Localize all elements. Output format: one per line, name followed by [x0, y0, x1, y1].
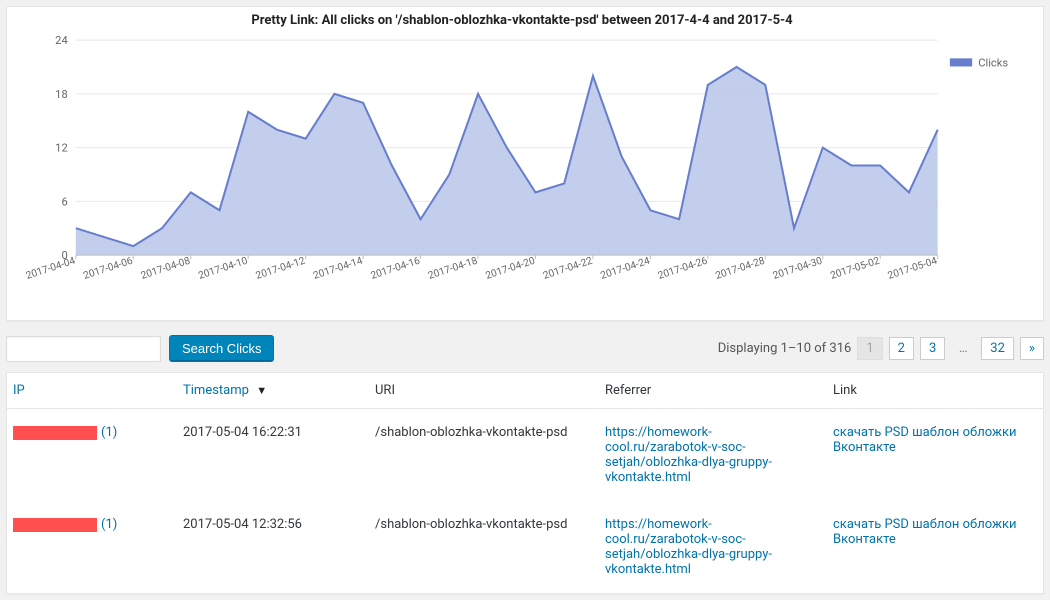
col-header-uri: URI	[369, 373, 599, 409]
cell-referrer: https://homework-cool.ru/zarabotok-v-soc…	[599, 409, 827, 502]
svg-text:2017-04-20: 2017-04-20	[484, 255, 536, 281]
ip-count-link[interactable]: (1)	[101, 425, 117, 440]
referrer-link[interactable]: https://homework-cool.ru/zarabotok-v-soc…	[605, 425, 772, 485]
svg-text:2017-05-02: 2017-05-02	[829, 255, 881, 281]
cell-link: скачать PSD шаблон обложки Вконтакте	[827, 501, 1043, 593]
chart-area: 061218242017-04-042017-04-062017-04-0820…	[15, 32, 1029, 312]
cell-referrer: https://homework-cool.ru/zarabotok-v-soc…	[599, 501, 827, 593]
cell-uri: /shablon-oblozhka-vkontakte-psd	[369, 501, 599, 593]
col-header-timestamp[interactable]: Timestamp ▼	[177, 373, 369, 409]
svg-text:2017-04-08: 2017-04-08	[140, 255, 192, 281]
ip-count-link[interactable]: (1)	[101, 517, 117, 532]
page-1: 1	[857, 337, 882, 360]
svg-text:24: 24	[55, 34, 68, 47]
referrer-link[interactable]: https://homework-cool.ru/zarabotok-v-soc…	[605, 517, 772, 577]
table-row: (1) 2017-05-04 16:22:31/shablon-oblozhka-…	[7, 409, 1043, 502]
cell-timestamp: 2017-05-04 16:22:31	[177, 409, 369, 502]
col-header-link: Link	[827, 373, 1043, 409]
col-header-ip[interactable]: IP	[7, 373, 177, 409]
page-ellipsis: …	[951, 338, 975, 359]
svg-text:Clicks: Clicks	[978, 56, 1008, 69]
cell-uri: /shablon-oblozhka-vkontakte-psd	[369, 409, 599, 502]
col-header-timestamp-link[interactable]: Timestamp	[183, 383, 252, 398]
cell-ip: (1)	[7, 409, 177, 502]
svg-text:18: 18	[55, 88, 68, 101]
svg-text:2017-04-22: 2017-04-22	[542, 255, 594, 281]
clicks-table: IP Timestamp ▼ URI Referrer Link	[7, 373, 1043, 593]
sort-indicator-icon: ▼	[256, 384, 267, 397]
svg-text:2017-04-06: 2017-04-06	[82, 255, 134, 281]
clicks-chart: 061218242017-04-042017-04-062017-04-0820…	[15, 32, 1029, 316]
page-next[interactable]: »	[1020, 337, 1044, 360]
ip-redacted-chip	[13, 426, 97, 440]
svg-text:6: 6	[61, 195, 67, 208]
svg-text:2017-04-24: 2017-04-24	[599, 255, 651, 281]
pagination: Displaying 1–10 of 316 123 … 32 »	[718, 337, 1044, 360]
page-2[interactable]: 2	[889, 337, 914, 360]
col-header-ip-link[interactable]: IP	[13, 383, 25, 398]
search-form: Search Clicks	[6, 335, 274, 362]
svg-text:2017-04-28: 2017-04-28	[714, 255, 766, 281]
table-row: (1) 2017-05-04 12:32:56/shablon-oblozhka-…	[7, 501, 1043, 593]
search-button[interactable]: Search Clicks	[169, 335, 274, 362]
svg-text:2017-04-14: 2017-04-14	[312, 255, 364, 281]
chart-panel: Pretty Link: All clicks on '/shablon-obl…	[6, 6, 1044, 321]
cell-ip: (1)	[7, 501, 177, 593]
svg-text:2017-05-04: 2017-05-04	[887, 255, 939, 281]
col-header-referrer: Referrer	[599, 373, 827, 409]
svg-text:2017-04-18: 2017-04-18	[427, 255, 479, 281]
search-input[interactable]	[6, 336, 161, 362]
pagination-displaying: Displaying 1–10 of 316	[718, 341, 852, 356]
svg-text:2017-04-30: 2017-04-30	[772, 255, 824, 281]
svg-text:2017-04-10: 2017-04-10	[197, 255, 249, 281]
svg-text:2017-04-12: 2017-04-12	[255, 255, 307, 281]
table-header-row: IP Timestamp ▼ URI Referrer Link	[7, 373, 1043, 409]
pretty-link[interactable]: скачать PSD шаблон обложки Вконтакте	[833, 517, 1016, 547]
page-32[interactable]: 32	[981, 337, 1014, 360]
svg-text:12: 12	[55, 142, 68, 155]
page-3[interactable]: 3	[920, 337, 945, 360]
cell-link: скачать PSD шаблон обложки Вконтакте	[827, 409, 1043, 502]
svg-text:2017-04-16: 2017-04-16	[369, 255, 421, 281]
pretty-link[interactable]: скачать PSD шаблон обложки Вконтакте	[833, 425, 1016, 455]
ip-redacted-chip	[13, 518, 97, 532]
cell-timestamp: 2017-05-04 12:32:56	[177, 501, 369, 593]
clicks-table-panel: IP Timestamp ▼ URI Referrer Link	[6, 372, 1044, 594]
toolbar: Search Clicks Displaying 1–10 of 316 123…	[6, 335, 1044, 362]
svg-text:2017-04-26: 2017-04-26	[657, 255, 709, 281]
chart-title: Pretty Link: All clicks on '/shablon-obl…	[15, 13, 1029, 28]
svg-text:2017-04-04: 2017-04-04	[25, 255, 77, 281]
